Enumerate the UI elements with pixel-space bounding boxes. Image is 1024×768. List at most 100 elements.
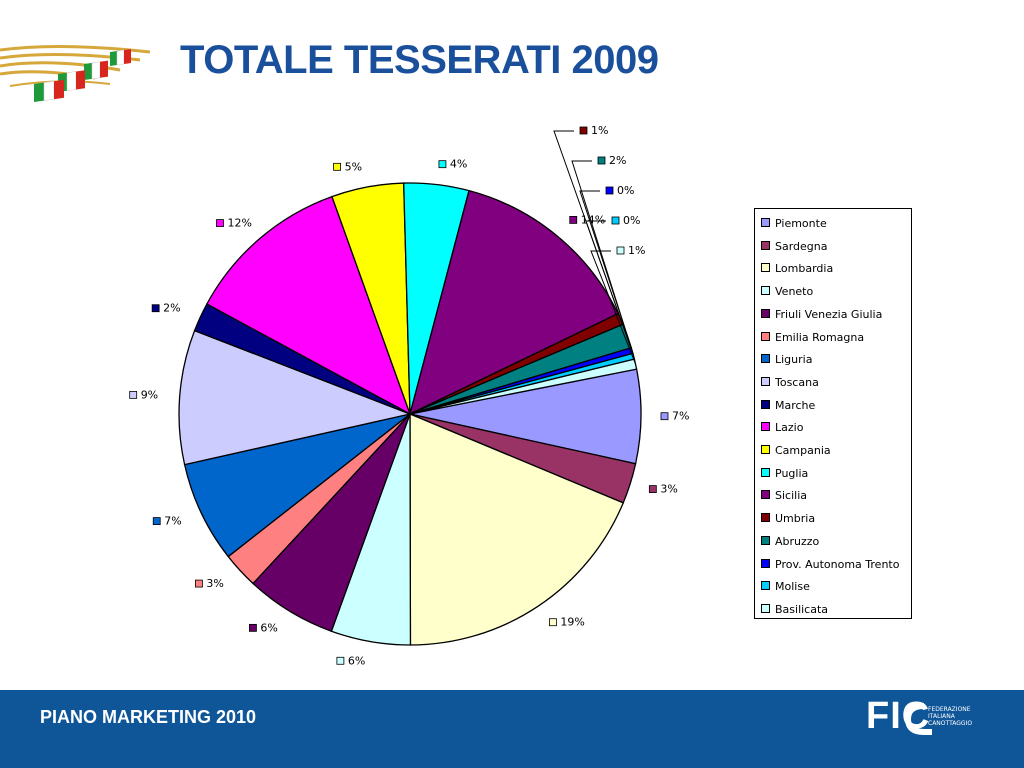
legend-label: Veneto [775,285,814,299]
legend-label: Emilia Romagna [775,330,865,344]
legend-swatch [761,240,770,250]
legend-item: Friuli Venezia Giulia [761,308,882,321]
data-label-swatch [549,618,557,627]
legend-item: Prov. Autonoma Trento [761,558,899,571]
data-label-swatch [129,390,138,399]
data-label-swatch [569,215,578,224]
legend-label: Marche [775,398,816,412]
leader-line [579,190,633,351]
data-label-swatch [333,162,341,171]
data-label: 9% [141,388,158,401]
data-label: 14% [581,213,605,226]
legend-item: Sardegna [761,240,828,253]
legend-swatch [761,535,770,545]
legend-label: Friuli Venezia Giulia [775,307,883,321]
data-label-swatch [611,216,620,225]
legend-item: Basilicata [761,603,828,616]
footer-bar: PIANO MARKETING 2010 FIC FEDERAZIONE ITA… [0,690,1024,768]
legend-item: Molise [761,580,810,593]
legend-item: Lazio [761,421,803,434]
footer-title: PIANO MARKETING 2010 [40,707,257,727]
data-label-swatch [152,517,161,525]
legend-label: Lombardia [775,262,834,276]
data-label: 2% [609,154,626,167]
leader-line [571,160,628,337]
legend-swatch [761,263,770,273]
data-label-swatch [249,623,257,632]
legend-item: Sicilia [761,489,807,502]
legend-item: Piemonte [761,217,827,230]
data-label: 6% [348,654,365,667]
data-label: 4% [450,158,467,171]
legend-item: Toscana [761,376,819,389]
legend-item: Puglia [761,467,808,480]
legend-swatch [761,218,770,227]
data-label: 6% [260,621,277,634]
legend-label: Toscana [775,375,819,389]
legend-swatch [761,422,770,432]
data-label: 7% [164,515,181,528]
legend-label: Sardegna [775,239,828,253]
data-label-swatch [605,186,614,195]
pie-slice-toscana [178,329,413,466]
legend-item: Abruzzo [761,535,819,548]
fic-subtitle-line: CANOTTAGGIO [928,720,973,727]
legend-item: Liguria [761,353,812,366]
legend-label: Campania [775,444,831,457]
data-label-swatch [336,656,345,665]
rowing-flags-logo [0,44,151,102]
legend-label: Sicilia [775,489,807,503]
legend-item: Veneto [761,285,813,298]
data-label: 0% [623,214,640,227]
legend-swatch [761,354,770,364]
legend-swatch [761,286,770,296]
legend-swatch [761,399,770,409]
legend-swatch [761,308,770,318]
data-label: 1% [628,244,645,257]
legend-swatch [761,603,770,613]
pie-slice-liguria [183,413,411,558]
fic-subtitle: FEDERAZIONE ITALIANA CANOTTAGGIO [928,706,972,727]
legend-swatch [761,513,770,523]
legend-label: Abruzzo [775,534,820,548]
pie-slice-lombardia [409,413,625,646]
pie-chart: 7% 3% 19% 6% 6% 3% 7% 9% 2% 12% 5% 4% 14% 1% 2% 0% 0% 1% [129,124,689,667]
data-label-swatch [597,156,606,165]
data-label: 2% [163,302,180,315]
legend-swatch [761,467,770,477]
data-label: 3% [206,577,223,590]
data-label-swatch [151,304,160,313]
legend-swatch [761,445,770,454]
fic-subtitle-line: ITALIANA [928,713,955,720]
fic-logo [904,703,932,735]
legend-swatch [761,581,770,591]
data-label-swatch [195,579,203,588]
slide-title: TOTALE TESSERATI 2009 [180,38,659,82]
data-label: 0% [617,184,634,197]
data-label: 12% [227,217,251,230]
legend-label: Molise [775,580,810,594]
data-label: 19% [560,616,584,629]
legend-item: Emilia Romagna [761,331,864,344]
leader-line [590,250,637,365]
legend-label: Liguria [775,353,813,367]
legend-label: Puglia [775,466,809,480]
legend-label: Lazio [775,421,804,435]
pie-slice-lazio [205,195,412,416]
leader-line [585,220,635,357]
data-label-swatch [648,485,657,493]
legend-swatch [761,376,770,386]
legend-item: Lombardia [761,262,833,275]
data-label: 5% [345,160,362,173]
legend-label: Basilicata [775,602,829,616]
data-label-swatch [660,412,669,421]
data-label: 3% [660,483,677,496]
legend-item: Umbria [761,512,815,525]
chart-legend: Piemonte Sardegna Lombardia Veneto Friuli Ve… [754,208,912,619]
legend-swatch [761,490,770,500]
legend-label: Prov. Autonoma Trento [775,557,900,571]
data-label-swatch [216,219,224,227]
legend-item: Campania [761,444,831,457]
legend-swatch [761,331,770,341]
data-label-swatch [438,160,447,169]
